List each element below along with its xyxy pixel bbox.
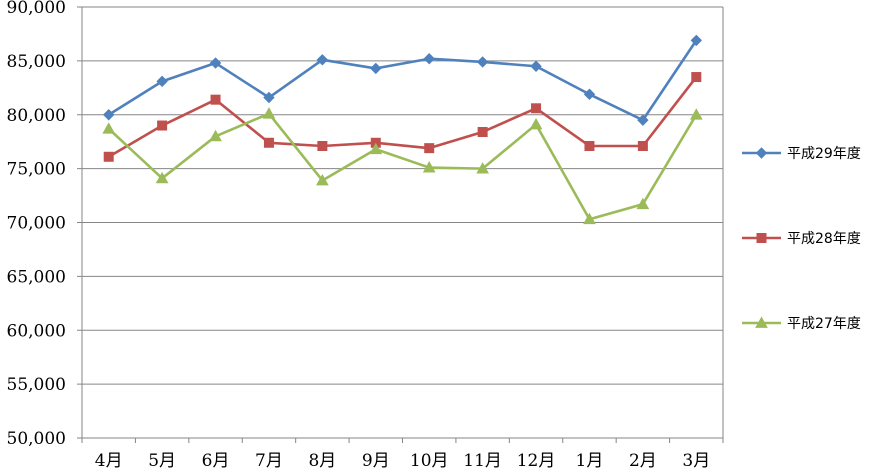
data-point <box>156 75 168 88</box>
axes <box>77 6 724 443</box>
x-tick-label: 10月 <box>410 451 449 471</box>
data-point <box>689 108 703 120</box>
data-point <box>637 114 649 126</box>
data-point <box>370 62 382 75</box>
data-point <box>103 109 115 121</box>
data-point <box>531 103 542 114</box>
legend-marker <box>755 316 768 328</box>
data-point <box>157 120 168 131</box>
series-line <box>107 112 698 221</box>
data-point <box>210 94 221 105</box>
data-point <box>316 54 329 66</box>
series-line <box>108 76 698 158</box>
data-point <box>155 171 169 184</box>
y-tick-label: 90,000 <box>7 0 66 18</box>
y-tick-label: 60,000 <box>7 321 66 341</box>
series-3 <box>102 107 703 225</box>
data-point <box>529 117 543 130</box>
data-point <box>691 72 702 83</box>
x-tick-label: 6月 <box>202 451 230 471</box>
x-tick-label: 1月 <box>576 451 604 471</box>
x-tick-label: 11月 <box>463 451 502 471</box>
legend-item: 平成29年度 <box>742 146 861 162</box>
x-tick-label: 3月 <box>682 451 710 471</box>
data-point <box>583 212 596 225</box>
x-axis-ticks: 4月 5月 6月 7月 8月 9月 10月 11月 12月 1月 2月 3月 <box>95 451 710 471</box>
series-lines <box>102 34 703 225</box>
data-point <box>423 53 435 65</box>
y-tick-label: 50,000 <box>7 429 66 449</box>
data-point <box>690 34 702 47</box>
x-tick-label: 5月 <box>148 451 176 471</box>
legend-item: 平成27年度 <box>742 316 861 332</box>
x-tick-label: 8月 <box>308 451 336 471</box>
data-point <box>477 126 488 137</box>
legend-label: 平成29年度 <box>787 146 861 162</box>
y-tick-label: 80,000 <box>7 106 66 126</box>
grid-lines <box>82 6 723 439</box>
y-tick-label: 75,000 <box>7 160 66 180</box>
data-point <box>422 161 436 173</box>
x-tick-label: 12月 <box>517 451 556 471</box>
x-tick-label: 9月 <box>362 451 390 471</box>
data-point <box>102 122 116 134</box>
legend-marker <box>756 233 767 243</box>
data-point <box>476 162 489 174</box>
data-point <box>583 88 596 100</box>
series-1 <box>103 34 702 126</box>
x-tick-label: 4月 <box>95 451 123 471</box>
data-point <box>317 140 328 151</box>
data-point <box>103 151 114 162</box>
data-point <box>209 57 222 69</box>
data-point <box>209 129 222 142</box>
y-tick-label: 65,000 <box>7 267 66 287</box>
y-tick-label: 55,000 <box>7 375 66 395</box>
data-point <box>262 107 276 119</box>
data-point <box>476 56 489 68</box>
data-point <box>636 197 650 210</box>
data-point <box>263 91 275 104</box>
series-2 <box>103 72 702 162</box>
x-tick-label: 7月 <box>255 451 283 471</box>
series-line <box>108 39 698 122</box>
data-point <box>369 142 383 155</box>
legend-marker <box>755 147 768 159</box>
data-point <box>584 140 595 151</box>
data-point <box>263 137 274 148</box>
legend-item: 平成28年度 <box>742 231 861 247</box>
y-tick-label: 85,000 <box>7 52 66 72</box>
legend-label: 平成28年度 <box>787 231 861 247</box>
legend-label: 平成27年度 <box>787 316 861 332</box>
data-point <box>530 60 542 72</box>
y-tick-label: 70,000 <box>7 214 66 234</box>
data-point <box>316 173 329 186</box>
x-tick-label: 2月 <box>629 451 657 471</box>
data-point <box>424 143 435 154</box>
data-point <box>637 140 648 151</box>
y-axis-ticks: 50,000 55,000 60,000 65,000 70,000 75,000 80,0… <box>7 0 66 449</box>
